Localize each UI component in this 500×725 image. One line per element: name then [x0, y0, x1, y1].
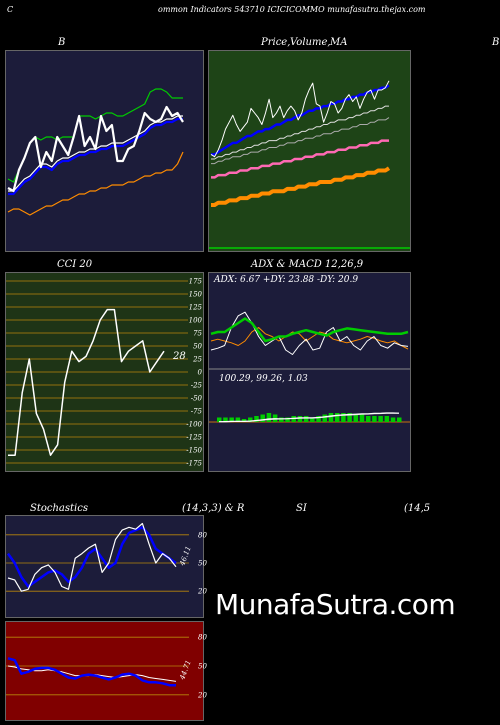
rsi-tick-label: 50: [198, 663, 207, 671]
cci-tick-label: 175: [189, 278, 203, 286]
ma-label: MA: [330, 37, 348, 48]
cci-tick-label: 0: [198, 369, 203, 377]
page-title: ommon Indicators 543710 ICICICOMMO munaf…: [158, 5, 426, 14]
macd-hist-bar: [241, 419, 247, 422]
cci-tick-label: 100: [189, 317, 203, 325]
adx-macd-panel: ADX: 6.67 +DY: 23.88 -DY: 20.9 100.29, 9…: [208, 272, 411, 472]
macd-hist-bar: [397, 417, 402, 422]
macd-values: 100.29, 99.26, 1.03: [219, 374, 308, 384]
macd-hist-bar: [223, 417, 228, 422]
price-ma-panel: [208, 50, 411, 252]
si-label: SI: [296, 503, 307, 514]
cci-tick-label: -75: [191, 408, 203, 416]
adx-label: ADX & MACD 12,26,9: [251, 259, 364, 270]
price-ma-chart: [209, 80, 410, 249]
adx-line: [210, 317, 409, 343]
bollinger-panel: [5, 50, 204, 252]
ma-pink-line: [211, 139, 389, 179]
macd-hist-bar: [316, 416, 321, 422]
macd-line: [218, 412, 400, 423]
ma-grey-line-1: [211, 105, 389, 160]
stoch-d-line: [6, 526, 177, 588]
macd-hist-bar: [334, 413, 340, 422]
si-params: (14,5: [404, 503, 431, 514]
bb-lower-band: [7, 151, 184, 216]
macd-hist-bar: [248, 417, 253, 422]
cci-tick-label: 25: [192, 356, 202, 364]
stoch-last-value: 46.11: [178, 545, 193, 568]
cci-tick-label: -125: [186, 434, 202, 442]
macd-hist-bar: [347, 413, 352, 422]
macd-hist-bar: [359, 414, 365, 422]
volume-label: Volume,: [290, 37, 331, 48]
cci-last-value: 28: [172, 351, 186, 362]
macd-hist-bar: [285, 417, 290, 422]
cci-panel: 175 150 125 100 75 50 25 0 -25 -50 -75 -100 -125 -150…: [5, 272, 204, 472]
macd-hist-bar: [328, 413, 334, 422]
cci-line: [8, 308, 165, 456]
ma-orange-line: [211, 166, 391, 207]
stoch-params: (14,3,3) & R: [182, 503, 245, 514]
macd-hist-bar: [372, 416, 377, 422]
adx-values: ADX: 6.67 +DY: 23.88 -DY: 20.9: [214, 275, 359, 285]
rsi-line: [7, 657, 176, 687]
bb-upper-band: [7, 88, 183, 183]
rsi-chart: 80 50 20 44.71: [6, 634, 207, 699]
macd-hist-bar: [260, 414, 265, 422]
cci-tick-label: -25: [191, 382, 203, 390]
macd-hist-bar: [217, 417, 222, 422]
macd-hist-bar: [353, 414, 359, 422]
rsi-last-value: 44.71: [178, 659, 193, 682]
price-line: [210, 80, 390, 158]
cci-tick-label: 50: [193, 343, 202, 351]
cci-tick-label: 75: [193, 330, 202, 338]
macd-hist-bar: [365, 416, 371, 422]
stochastics-chart: 80 50 20 46.11: [6, 522, 207, 596]
ma-grey-line-2: [211, 117, 390, 165]
cci-tick-label: -100: [186, 421, 202, 429]
stoch-tick-label: 20: [197, 588, 207, 596]
macd-hist-bar: [297, 416, 303, 422]
macd-hist-bar: [322, 414, 328, 422]
macd-hist-bar: [310, 417, 315, 422]
macd-hist-bar: [378, 416, 383, 422]
watermark: MunafaSutra.com: [215, 588, 456, 621]
rsi-tick-label: 80: [198, 634, 207, 642]
stoch-label: Stochastics: [30, 503, 88, 514]
bb-price-line: [7, 105, 184, 193]
cci-tick-label: 150: [189, 291, 203, 299]
macd-hist-bar: [390, 417, 396, 422]
cci-chart: 175 150 125 100 75 50 25 0 -25 -50 -75 -100 -125 -150…: [6, 278, 203, 468]
macd-hist-bar: [384, 416, 390, 422]
bb-middle-line: [8, 115, 183, 192]
stoch-tick-label: 50: [198, 560, 207, 568]
macd-hist-bar: [229, 417, 234, 422]
ma-blue-line: [211, 84, 390, 156]
stochastics-panel: 80 50 20 46.11: [5, 515, 207, 618]
right-edge-label: B: [492, 37, 500, 48]
cci-tick-label: 125: [189, 304, 203, 312]
cci-tick-label: -50: [191, 395, 203, 403]
bb-label: B: [58, 37, 66, 48]
bb-ma-line: [8, 117, 183, 196]
title-left-glyph: C: [7, 5, 14, 14]
price-label: Price,: [261, 37, 291, 48]
macd-hist-bar: [235, 417, 241, 422]
cci-label: CCI 20: [57, 259, 93, 270]
adx-plus-dy-line: [210, 311, 409, 355]
stoch-tick-label: 80: [198, 531, 207, 539]
bollinger-chart: [7, 88, 184, 216]
rsi-panel: 80 50 20 44.71: [5, 621, 207, 721]
stoch-k-line: [7, 522, 177, 592]
macd-hist-bar: [341, 413, 346, 422]
cci-tick-label: -175: [186, 460, 202, 468]
adx-chart: [209, 311, 410, 423]
macd-hist-bar: [303, 416, 309, 422]
macd-hist-bar: [266, 413, 272, 422]
macd-hist-bar: [254, 416, 259, 422]
cci-tick-label: -150: [186, 447, 202, 455]
rsi-tick-label: 20: [197, 691, 207, 699]
macd-hist-bar: [279, 417, 284, 422]
